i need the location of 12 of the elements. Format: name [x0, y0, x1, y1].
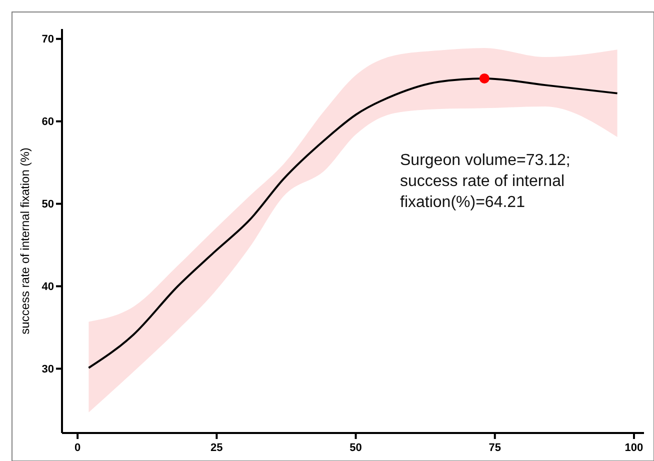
x-tick-label: 0 — [74, 442, 81, 454]
y-tick-label: 60 — [42, 116, 54, 128]
y-axis-title: success rate of internal fixation (%) — [18, 148, 32, 334]
y-tick-label: 50 — [42, 198, 54, 211]
x-tick-label: 75 — [488, 442, 502, 454]
y-tick-label: 30 — [42, 364, 54, 376]
annotation: Surgeon volume=73.12; success rate of internal fixation(%)=64.21 — [400, 152, 570, 211]
y-tick-label: 70 — [42, 34, 54, 46]
x-tick-label: 25 — [210, 442, 223, 454]
y-tick-label: 40 — [42, 281, 54, 294]
x-tick-label: 100 — [624, 442, 644, 454]
x-tick-label: 50 — [350, 442, 362, 454]
